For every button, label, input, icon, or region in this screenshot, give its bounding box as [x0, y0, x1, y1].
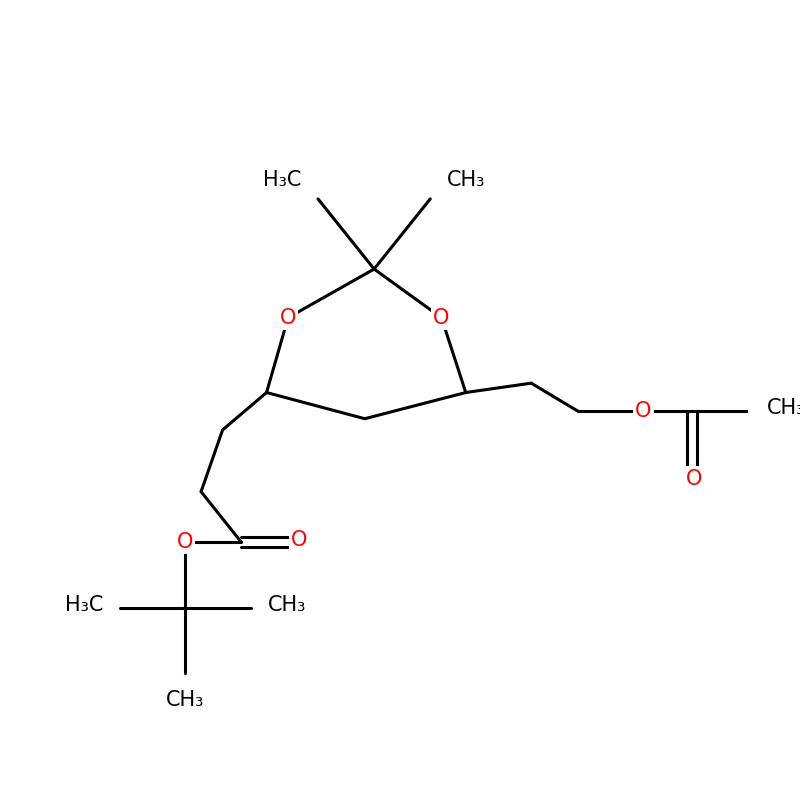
Text: CH₃: CH₃ — [767, 398, 800, 418]
Text: CH₃: CH₃ — [166, 690, 204, 710]
Text: O: O — [635, 402, 652, 422]
Text: O: O — [291, 530, 307, 550]
Text: O: O — [686, 469, 702, 489]
Text: H₃C: H₃C — [262, 170, 301, 190]
Text: H₃C: H₃C — [65, 595, 103, 615]
Text: CH₃: CH₃ — [447, 170, 486, 190]
Text: O: O — [280, 308, 296, 328]
Text: O: O — [177, 532, 194, 552]
Text: O: O — [434, 308, 450, 328]
Text: CH₃: CH₃ — [267, 595, 306, 615]
